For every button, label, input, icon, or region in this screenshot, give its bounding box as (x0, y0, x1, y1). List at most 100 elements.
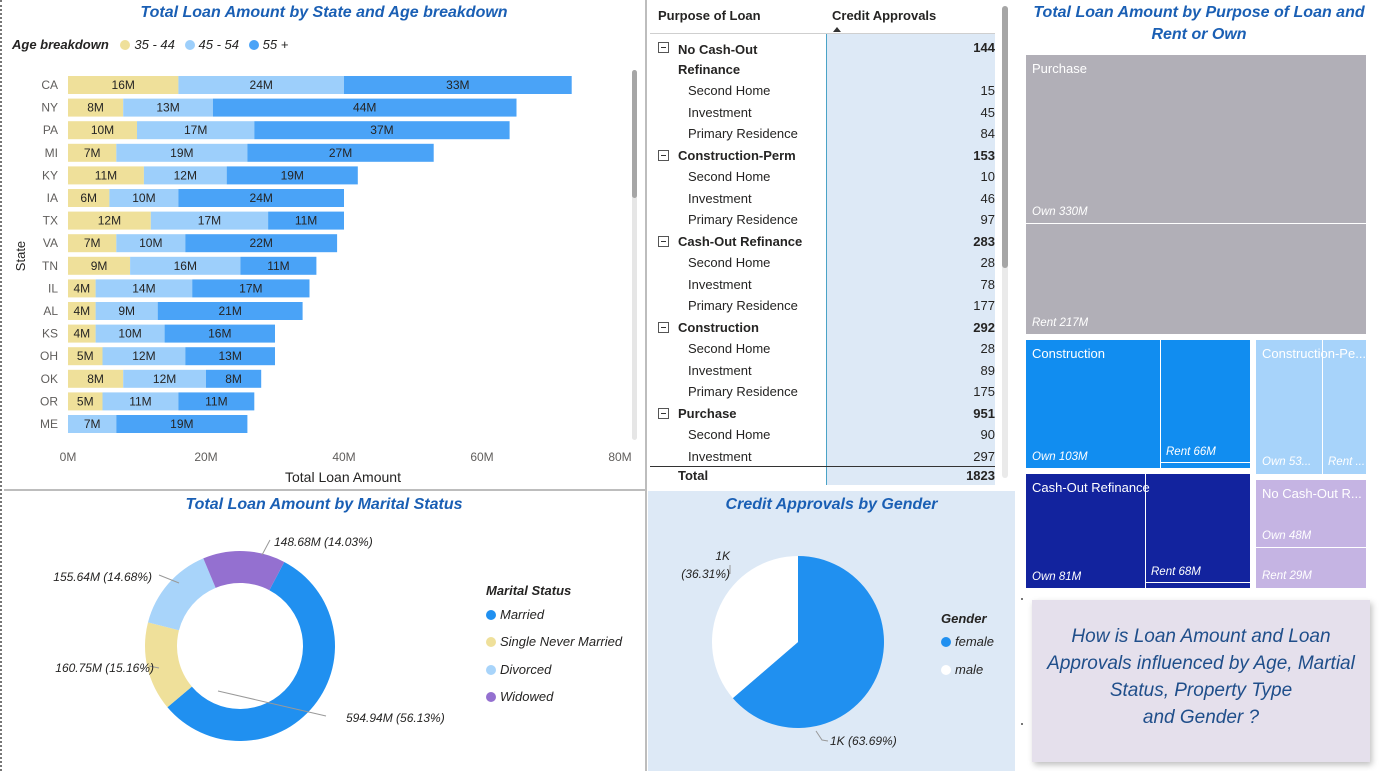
matrix-detail-row[interactable]: Primary Residence 97 (650, 210, 995, 232)
bar-segment[interactable] (68, 234, 117, 253)
matrix-scrollbar[interactable] (1002, 6, 1008, 478)
treemap-no-cash-out-refinance[interactable]: No Cash-Out R... Own 48M Rent 29M (1256, 480, 1366, 588)
matrix-detail-row[interactable]: Investment 46 (650, 189, 995, 211)
legend-item-widowed[interactable]: Widowed (486, 689, 553, 704)
bar-segment[interactable] (150, 211, 269, 230)
collapse-icon[interactable] (658, 149, 669, 161)
bar-segment[interactable] (68, 76, 179, 94)
legend-item-male[interactable]: male (941, 662, 983, 677)
matrix-group-row[interactable]: Construction-Perm 153 (650, 146, 995, 168)
bar-segment[interactable] (157, 302, 303, 320)
bar-segment[interactable] (68, 143, 117, 162)
collapse-icon[interactable] (658, 407, 669, 419)
bar-segment[interactable] (192, 279, 310, 298)
treemap-construction[interactable]: Construction Own 103M Rent 66M (1026, 340, 1250, 468)
matrix-detail-row[interactable]: Second Home 28 (650, 253, 995, 275)
bar-segment[interactable] (102, 392, 179, 411)
matrix-group-row[interactable]: Construction 292 (650, 318, 995, 340)
bar-segment[interactable] (68, 166, 144, 185)
bar-segment[interactable] (130, 256, 241, 275)
bar-segment[interactable] (268, 211, 344, 230)
legend-item-married[interactable]: Married (486, 607, 544, 622)
bar-segment[interactable] (123, 98, 213, 117)
bar-segment[interactable] (185, 347, 275, 366)
legend-item-35-44[interactable]: 35 - 44 (120, 37, 175, 52)
bar-segment[interactable] (95, 279, 193, 298)
donut-slice[interactable] (145, 622, 192, 708)
bar-segment[interactable] (137, 121, 255, 140)
matrix-scroll-thumb[interactable] (1002, 6, 1008, 268)
collapse-icon[interactable] (658, 321, 669, 333)
bar-segment[interactable] (226, 166, 358, 185)
matrix-detail-row[interactable]: Investment 89 (650, 361, 995, 383)
bar-segment[interactable] (68, 256, 131, 275)
legend-item-45-54[interactable]: 45 - 54 (184, 37, 239, 52)
bar-segment[interactable] (68, 392, 103, 411)
bar-segment[interactable] (68, 121, 137, 140)
sort-descending-icon[interactable] (833, 27, 841, 32)
bar-segment[interactable] (68, 211, 151, 230)
bar-segment[interactable] (178, 392, 255, 411)
matrix-header-purpose[interactable]: Purpose of Loan (658, 8, 761, 23)
collapse-icon[interactable] (658, 235, 669, 247)
bar-segment[interactable] (95, 324, 165, 343)
pie-slice[interactable] (732, 556, 884, 728)
matrix-detail-row[interactable]: Second Home 10 (650, 167, 995, 189)
donut-slice[interactable] (167, 561, 335, 741)
matrix-detail-row[interactable]: Investment 78 (650, 275, 995, 297)
state-chart-scroll-thumb[interactable] (632, 70, 637, 198)
bar-segment[interactable] (164, 324, 275, 343)
matrix-detail-row[interactable]: Second Home 28 (650, 339, 995, 361)
matrix-detail-row[interactable]: Second Home 15 (650, 81, 995, 103)
bar-segment[interactable] (68, 324, 96, 343)
legend-item-single[interactable]: Single Never Married (486, 634, 622, 649)
bar-segment[interactable] (102, 347, 186, 366)
bar-segment[interactable] (178, 76, 344, 94)
bar-segment[interactable] (68, 415, 117, 433)
treemap-construction-perm[interactable]: Construction-Pe... Own 53... Rent ... (1256, 340, 1366, 474)
matrix-group-row[interactable]: No Cash-Out Refinance 144 (650, 38, 995, 81)
treemap-cash-out-refinance[interactable]: Cash-Out Refinance Own 81M Rent 68M (1026, 474, 1250, 588)
bar-segment[interactable] (116, 143, 248, 162)
bar-segment[interactable] (185, 234, 338, 253)
treemap-no-cash-out-own: Own 48M (1262, 530, 1312, 542)
bar-segment[interactable] (68, 347, 103, 366)
bar-segment[interactable] (116, 234, 186, 253)
bar-segment[interactable] (68, 189, 110, 207)
bar-segment[interactable] (68, 369, 124, 388)
matrix-detail-row[interactable]: Primary Residence 177 (650, 296, 995, 318)
bar-segment[interactable] (212, 98, 517, 117)
donut-slice[interactable] (203, 551, 285, 591)
legend-item-55-plus[interactable]: 55 + (248, 37, 288, 52)
bar-segment[interactable] (95, 302, 158, 320)
collapse-icon[interactable] (658, 42, 669, 53)
bar-segment[interactable] (116, 415, 248, 433)
matrix-group-row[interactable]: Cash-Out Refinance 283 (650, 232, 995, 254)
pie-slice[interactable] (712, 556, 798, 699)
legend-item-female[interactable]: female (941, 634, 994, 649)
matrix-header-approvals[interactable]: Credit Approvals (832, 8, 937, 23)
bar-segment[interactable] (254, 121, 510, 140)
legend-item-divorced[interactable]: Divorced (486, 662, 551, 677)
donut-slice[interactable] (147, 558, 216, 631)
bar-segment[interactable] (68, 302, 96, 320)
state-chart-scrollbar[interactable] (632, 70, 637, 440)
bar-segment[interactable] (109, 189, 179, 207)
matrix-group-row[interactable]: Purchase 951 (650, 404, 995, 426)
bar-segment[interactable] (240, 256, 317, 275)
bar-segment[interactable] (68, 279, 96, 298)
bar-segment[interactable] (68, 98, 124, 117)
bar-segment[interactable] (206, 369, 262, 388)
bar-segment[interactable] (178, 189, 344, 207)
matrix-detail-row[interactable]: Investment 297 (650, 447, 995, 469)
bar-segment[interactable] (247, 143, 434, 162)
treemap-purchase[interactable]: Purchase Own 330M Rent 217M (1026, 55, 1367, 334)
bar-segment[interactable] (344, 76, 572, 94)
matrix-detail-row[interactable]: Primary Residence 175 (650, 382, 995, 404)
matrix-group-row-value: 153 (973, 147, 995, 163)
matrix-detail-row[interactable]: Second Home 90 (650, 425, 995, 447)
bar-segment[interactable] (143, 166, 227, 185)
bar-segment[interactable] (123, 369, 206, 388)
matrix-detail-row[interactable]: Primary Residence 84 (650, 124, 995, 146)
matrix-detail-row[interactable]: Investment 45 (650, 103, 995, 125)
